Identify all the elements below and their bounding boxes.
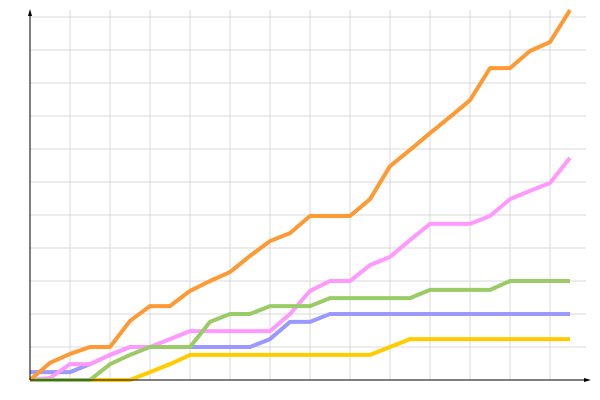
- grid: [30, 10, 586, 380]
- series-line-3: [30, 279, 570, 382]
- y-axis-arrow-icon: [28, 9, 32, 16]
- x-axis-arrow-icon: [584, 378, 591, 382]
- axes: [28, 9, 591, 382]
- series-line-4: [28, 9, 572, 382]
- series-lines: [28, 9, 572, 382]
- series-line-2: [29, 156, 572, 382]
